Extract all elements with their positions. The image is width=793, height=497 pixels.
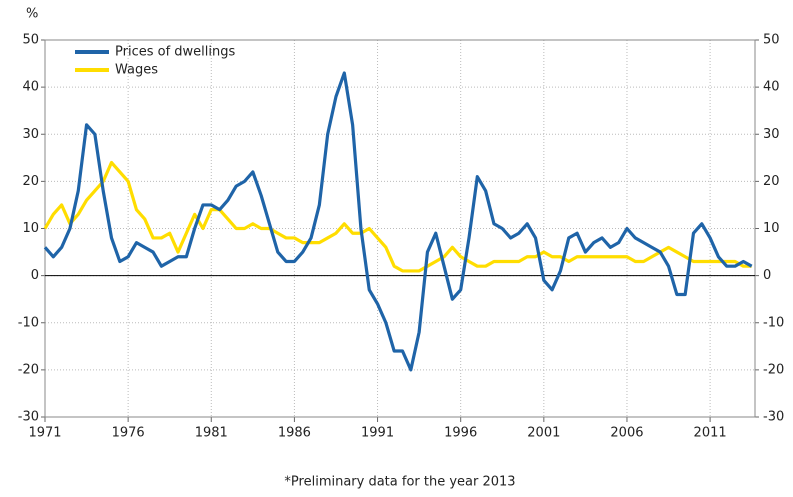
y-tick-label: 10 — [22, 221, 39, 236]
y2-tick-label: -20 — [763, 362, 784, 377]
y2-tick-label: 0 — [763, 268, 771, 283]
x-tick-label: 1996 — [444, 426, 477, 441]
y-tick-label: -10 — [18, 315, 39, 330]
data-line — [43, 71, 753, 372]
x-tick-label: 2006 — [610, 426, 643, 441]
x-tick-label: 1971 — [28, 426, 61, 441]
x-tick-label: 1986 — [278, 426, 311, 441]
y-tick-label: -30 — [18, 410, 39, 425]
legend-label: Wages — [115, 63, 158, 78]
x-tick-label: 1981 — [195, 426, 228, 441]
x-tick-label: 1991 — [361, 426, 394, 441]
y-tick-label: -20 — [18, 362, 39, 377]
y-tick-label: 40 — [22, 80, 39, 95]
y2-tick-label: 30 — [763, 127, 780, 142]
y-tick-label: 50 — [22, 33, 39, 48]
y2-tick-label: -30 — [763, 410, 784, 425]
x-tick-label: 2001 — [527, 426, 560, 441]
y2-tick-label: -10 — [763, 315, 784, 330]
y-tick-label: 30 — [22, 127, 39, 142]
legend-label: Prices of dwellings — [115, 45, 235, 60]
y-tick-label: 0 — [31, 268, 39, 283]
y-tick-label: 20 — [22, 174, 39, 189]
x-tick-label: 2011 — [694, 426, 727, 441]
x-tick-label: 1976 — [112, 426, 145, 441]
y2-tick-label: 10 — [763, 221, 780, 236]
y2-tick-label: 20 — [763, 174, 780, 189]
y-axis-unit: % — [26, 7, 38, 22]
y2-tick-label: 50 — [763, 33, 780, 48]
y2-tick-label: 40 — [763, 80, 780, 95]
data-line — [43, 160, 752, 273]
footnote: *Preliminary data for the year 2013 — [284, 475, 515, 490]
